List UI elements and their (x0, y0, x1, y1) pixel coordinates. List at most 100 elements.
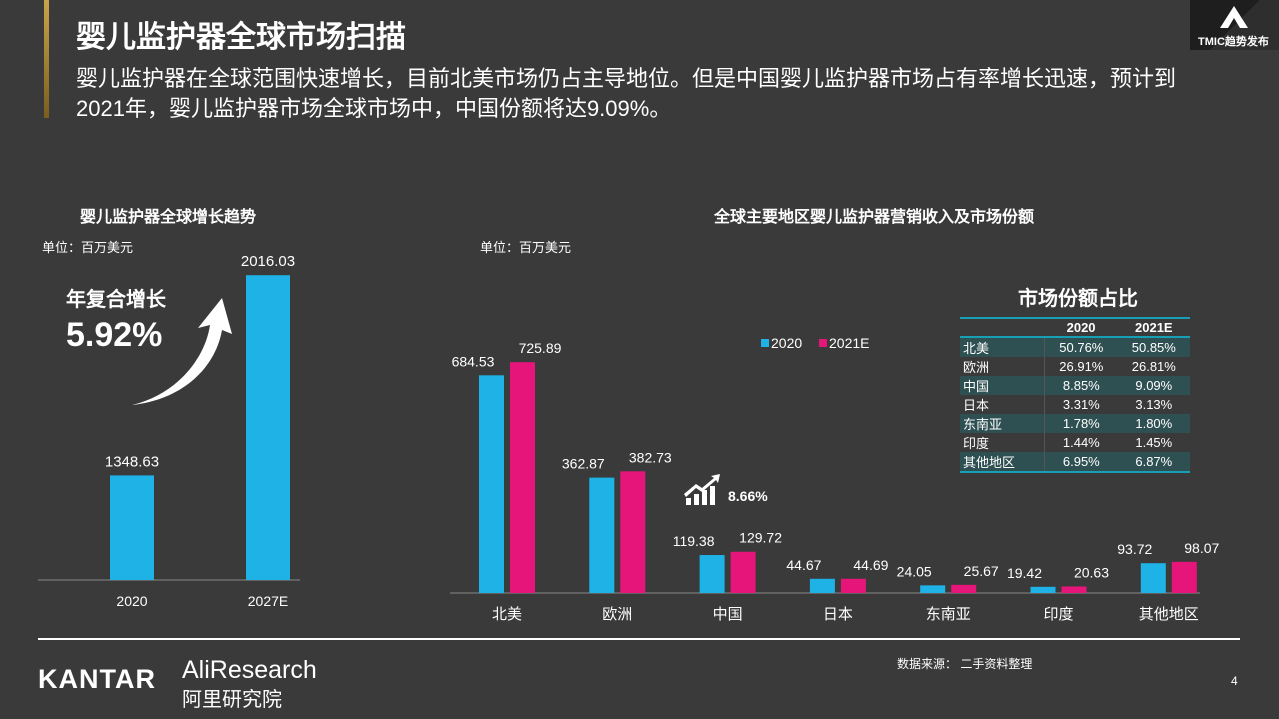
table-row: 北美 50.76% 50.85% (960, 337, 1190, 357)
bar-2021E (951, 584, 977, 593)
growth-annotation: 8.66% (728, 488, 768, 504)
data-label: 129.72 (739, 530, 782, 546)
bar-2021E (840, 578, 866, 593)
growth-chart-icon (684, 474, 720, 505)
data-label: 684.53 (452, 353, 495, 369)
table-cell: 3.13% (1135, 397, 1173, 412)
table-cell: 东南亚 (960, 414, 1046, 433)
table-cell: 6.95% (1044, 452, 1118, 473)
bar-2020 (699, 555, 725, 593)
data-label: 24.05 (897, 563, 932, 579)
table-cell: 印度 (960, 433, 1046, 452)
table-row: 其他地区 6.95% 6.87% (960, 452, 1190, 473)
data-label: 25.67 (964, 563, 999, 579)
bar-2020 (1140, 563, 1166, 593)
legend-swatch-2021E (819, 339, 827, 347)
data-label: 382.73 (629, 449, 672, 465)
data-label: 119.38 (673, 533, 715, 549)
table-row: 日本 3.31% 3.13% (960, 395, 1190, 414)
table-cell: 其他地区 (960, 452, 1046, 473)
tmic-logo-icon (1220, 6, 1248, 28)
bar-2021E (730, 551, 756, 593)
curved-up-arrow-icon (132, 298, 232, 405)
data-label: 20.63 (1074, 564, 1109, 580)
logo-text: TMIC趋势发布 (1198, 36, 1269, 48)
share-table: 2020 2021E 北美 50.76% 50.85% 欧洲 26.91% 26.81% 中… (960, 317, 1190, 473)
data-source: 数据来源： 二手资料整理 (897, 657, 1033, 671)
table-cell: 8.85% (1044, 376, 1118, 395)
bar-2021E (510, 362, 535, 593)
x-tick-label: 其他地区 (1139, 606, 1199, 623)
share-header: 2021E (1117, 317, 1190, 338)
data-label: 1348.63 (105, 453, 159, 470)
table-cell: 6.87% (1117, 452, 1190, 473)
right-chart-unit: 单位：百万美元 (480, 240, 572, 255)
table-cell: 日本 (960, 395, 1046, 414)
table-cell: 1.78% (1044, 414, 1118, 433)
left-chart: 1348.63 2020 2016.03 2027E (38, 253, 300, 609)
x-tick-label: 印度 (1043, 606, 1073, 623)
legend-label-2020: 2020 (771, 335, 802, 351)
data-label: 362.87 (562, 456, 605, 472)
table-cell: 26.91% (1059, 359, 1104, 374)
bar-2020 (589, 477, 615, 593)
legend-swatch-2020 (761, 339, 769, 347)
table-cell: 26.81% (1131, 359, 1176, 374)
bar-2020 (479, 375, 504, 593)
table-cell: 北美 (960, 337, 1046, 357)
x-tick-label: 北美 (492, 606, 522, 623)
share-header: 2020 (1044, 317, 1118, 338)
right-chart: 8.66% 2020 2021E 684.53 725.89 北美 362.87 382… (450, 335, 1220, 623)
table-cell: 1.45% (1135, 435, 1173, 450)
x-tick-label: 欧洲 (602, 606, 632, 623)
left-chart-unit: 单位：百万美元 (42, 240, 134, 255)
table-cell: 1.80% (1117, 414, 1190, 433)
bar-2020 (1030, 586, 1056, 593)
kantar-logo: KANTAR (38, 664, 156, 694)
table-row: 欧洲 26.91% 26.81% (960, 357, 1190, 376)
data-label: 44.67 (786, 557, 821, 573)
footer-divider (38, 638, 1240, 640)
page-number: 4 (1231, 674, 1238, 688)
legend: 2020 2021E (761, 335, 869, 351)
legend-label-2021E: 2021E (829, 335, 869, 351)
bar-2021E (1171, 561, 1197, 593)
bar-2020 (809, 578, 835, 593)
table-row: 东南亚 1.78% 1.80% (960, 414, 1190, 433)
table-cell: 中国 (960, 376, 1046, 395)
x-tick-label: 中国 (713, 606, 743, 623)
bar (246, 275, 290, 580)
aliresearch-logo: AliResearch (182, 656, 317, 684)
table-cell: 欧洲 (960, 357, 1046, 376)
x-tick-label: 东南亚 (926, 606, 971, 623)
data-label: 98.07 (1184, 540, 1219, 556)
data-label: 2016.03 (241, 253, 295, 270)
accent-bar (44, 0, 49, 118)
bar-2021E (620, 471, 646, 593)
data-label: 93.72 (1117, 541, 1152, 557)
data-label: 19.42 (1007, 565, 1042, 581)
left-chart-title: 婴儿监护器全球增长趋势 (80, 209, 257, 226)
x-tick-label: 日本 (823, 606, 853, 623)
table-cell: 9.09% (1117, 376, 1190, 395)
x-tick-label: 2020 (116, 593, 147, 609)
page-title: 婴儿监护器全球市场扫描 (76, 21, 406, 54)
right-chart-title: 全球主要地区婴儿监护器营销收入及市场份额 (714, 209, 1035, 226)
x-tick-label: 2027E (248, 593, 288, 609)
table-cell: 50.85% (1117, 337, 1190, 357)
table-cell: 50.76% (1044, 337, 1118, 357)
bar-2021E (1061, 586, 1087, 593)
cagr-value: 5.92% (66, 316, 163, 354)
table-cell: 3.31% (1062, 397, 1100, 412)
table-row: 印度 1.44% 1.45% (960, 433, 1190, 452)
data-label: 725.89 (519, 340, 562, 356)
table-cell: 1.44% (1062, 435, 1100, 450)
bar-2020 (920, 585, 946, 593)
share-header (960, 317, 1045, 338)
data-label: 44.69 (853, 557, 888, 573)
tmic-logo: TMIC趋势发布 (1190, 0, 1279, 50)
share-table-title: 市场份额占比 (1018, 288, 1138, 310)
aliresearch-logo-cn: 阿里研究院 (182, 689, 282, 711)
table-row: 中国 8.85% 9.09% (960, 376, 1190, 395)
page-subtitle: 婴儿监护器在全球范围快速增长，目前北美市场仍占主导地位。但是中国婴儿监护器市场占… (76, 66, 1177, 121)
